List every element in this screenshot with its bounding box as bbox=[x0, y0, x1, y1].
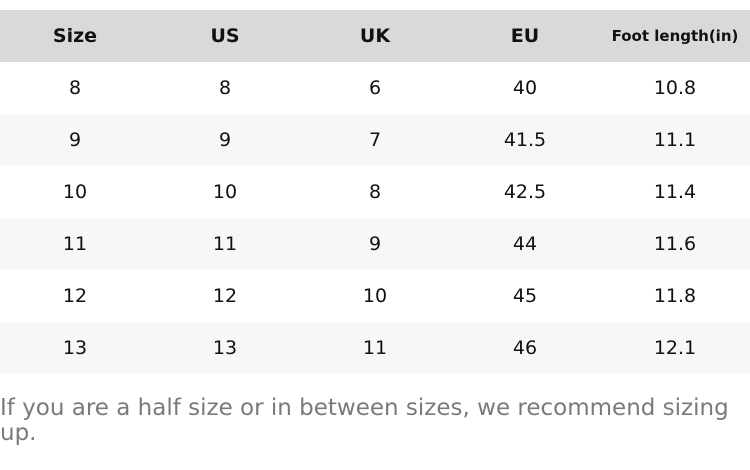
table-cell: 41.5 bbox=[450, 114, 600, 166]
column-header: UK bbox=[300, 10, 450, 62]
table-cell: 13 bbox=[150, 322, 300, 374]
table-cell: 11.8 bbox=[653, 285, 697, 307]
table-row: 9 9 7 41.5 11.1 bbox=[0, 114, 750, 166]
table-cell: 44 bbox=[450, 218, 600, 270]
table-cell: 12.1 bbox=[600, 322, 750, 374]
table-cell: 11 bbox=[300, 322, 450, 374]
table-cell: 10.8 bbox=[653, 77, 697, 99]
column-header: US bbox=[150, 10, 300, 62]
table-cell: 46 bbox=[450, 322, 600, 374]
table-cell: 45 bbox=[512, 285, 538, 307]
table-header-row: Size US UK EU Foot length(in) bbox=[0, 10, 750, 62]
table-cell: 40 bbox=[512, 77, 538, 99]
table-cell: 10 bbox=[362, 285, 388, 307]
table-cell: 11 bbox=[150, 218, 300, 270]
table-cell: 6 bbox=[368, 77, 382, 99]
table-cell: 10 bbox=[212, 181, 238, 203]
table-cell: 42.5 bbox=[503, 181, 547, 203]
table-cell: 10 bbox=[62, 181, 88, 203]
table-cell: 11.1 bbox=[600, 114, 750, 166]
table-cell: 7 bbox=[300, 114, 450, 166]
table-row: 12 12 10 45 11.8 bbox=[0, 270, 750, 322]
column-header: EU bbox=[450, 10, 600, 62]
table-cell: 12 bbox=[62, 285, 88, 307]
table-cell: 9 bbox=[150, 114, 300, 166]
table-cell: 11.6 bbox=[600, 218, 750, 270]
column-header: Foot length(in) bbox=[600, 10, 750, 62]
table-cell: 9 bbox=[300, 218, 450, 270]
sizing-note: If you are a half size or in between siz… bbox=[0, 395, 729, 446]
size-chart-table: Size US UK EU Foot length(in) 8 8 6 40 10.8 9 9 7 41… bbox=[0, 10, 750, 374]
table-row: 8 8 6 40 10.8 bbox=[0, 62, 750, 114]
table-cell: 8 bbox=[218, 77, 232, 99]
table-cell: 9 bbox=[0, 114, 150, 166]
table-cell: 8 bbox=[368, 181, 382, 203]
column-header: Size bbox=[0, 10, 150, 62]
table-cell: 11 bbox=[0, 218, 150, 270]
table-cell: 13 bbox=[0, 322, 150, 374]
table-row: 11 11 9 44 11.6 bbox=[0, 218, 750, 270]
table-cell: 12 bbox=[212, 285, 238, 307]
table-cell: 8 bbox=[68, 77, 82, 99]
table-cell: 11.4 bbox=[653, 181, 697, 203]
table-row: 13 13 11 46 12.1 bbox=[0, 322, 750, 374]
table-row: 10 10 8 42.5 11.4 bbox=[0, 166, 750, 218]
